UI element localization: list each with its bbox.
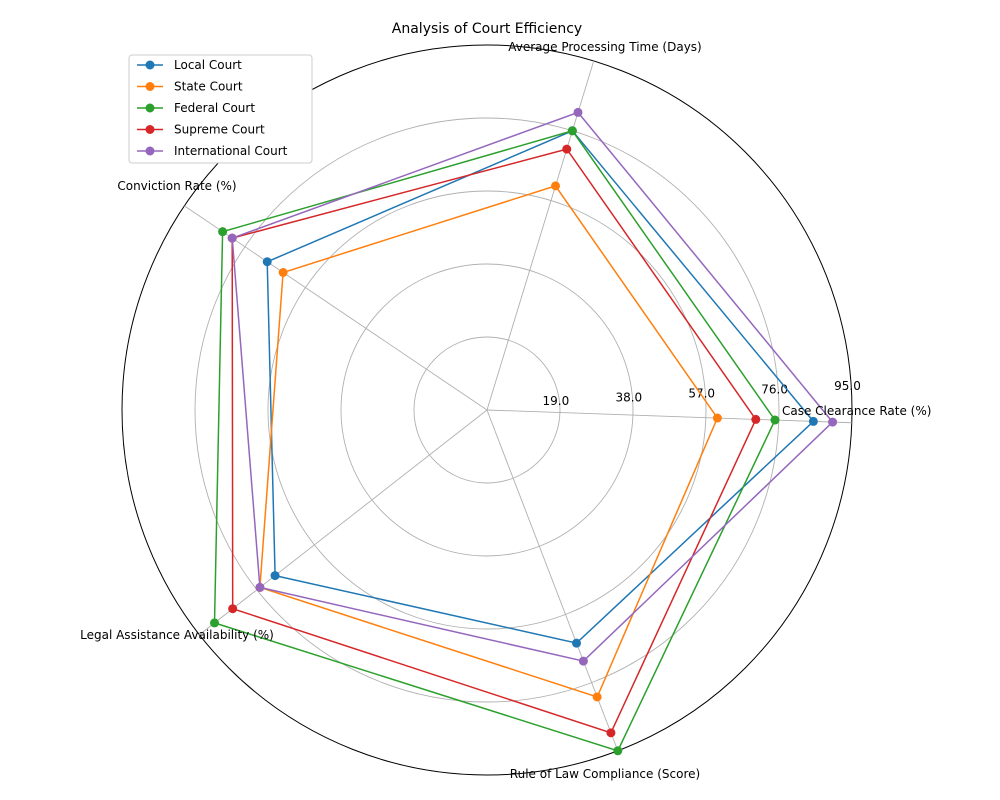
legend-marker [145,146,155,156]
series-line [213,129,776,752]
series-point [578,656,588,666]
series-point [613,746,623,756]
grid-circle [413,336,561,484]
series-point [770,415,780,425]
r-tick-label: 19.0 [543,394,570,408]
legend-marker [145,82,155,91]
radar-series [210,107,838,756]
series-point [808,416,818,426]
radar-grid: 19.0 38.0 57.0 76.0 95.0 [121,44,861,776]
legend-label: Federal Court [174,101,255,115]
axis-label: Case Clearance Rate (%) [782,404,931,418]
series-line [266,129,815,644]
axis-label: Average Processing Time (Days) [508,40,701,54]
legend-label: Supreme Court [174,123,265,137]
grid-spoke [199,409,488,636]
legend-marker [145,103,155,113]
grid-spoke [486,60,595,411]
grid-circle [194,117,780,703]
series-point [751,414,761,424]
legend-label: International Court [174,144,288,158]
r-tick-label: 76.0 [761,383,788,397]
legend-frame [128,54,313,164]
axis-label: Legal Assistance Availability (%) [80,628,274,642]
series-point [218,227,228,237]
r-tick-label: 95.0 [834,379,861,393]
series-point [571,638,581,648]
axis-label: Conviction Rate (%) [117,179,236,193]
r-tick-label: 57.0 [688,387,715,401]
radar-labels: Case Clearance Rate (%) Average Processin… [80,40,931,781]
series-point [562,144,572,154]
series-point [712,413,722,423]
series-point [567,126,577,136]
r-tick-label: 38.0 [615,390,642,404]
series-point [551,181,561,191]
series-point [262,257,272,267]
legend-label: Local Court [174,58,242,72]
grid-spoke [486,409,852,424]
axis-label: Rule of Law Compliance (Score) [510,767,700,781]
legend-label: State Court [174,80,243,94]
series-line [231,148,757,734]
series-point [228,604,238,614]
series-line [231,111,834,662]
legend[interactable]: Local Court State Court Federal Court Supre… [128,54,313,164]
grid-circle [340,263,634,557]
legend-marker [145,125,155,134]
series-line [259,185,719,698]
series-point [210,618,220,628]
series-point [227,233,237,243]
series-point [606,728,616,738]
grid-circle [121,44,853,776]
legend-marker [145,60,155,70]
chart-title: Analysis of Court Efficiency [392,21,582,37]
series-point [270,571,280,581]
series-point [592,692,602,702]
series-point [255,582,265,592]
series-point [573,107,583,117]
series-point [278,267,288,277]
series-point [828,417,838,427]
grid-circle [267,190,707,630]
